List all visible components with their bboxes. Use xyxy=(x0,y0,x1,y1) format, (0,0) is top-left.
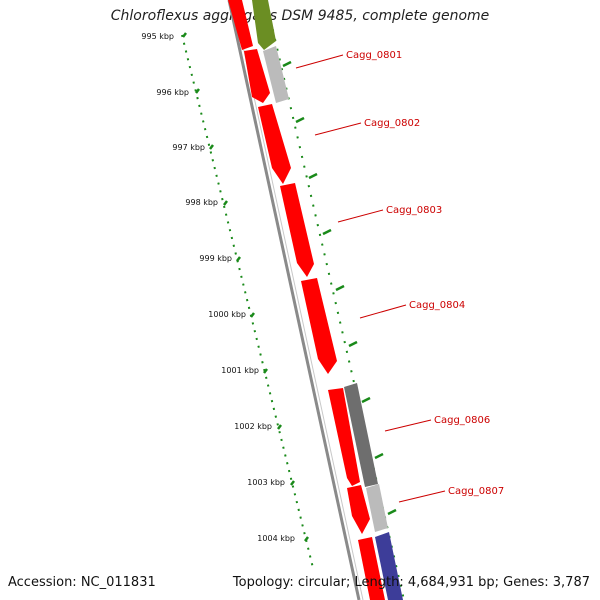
cds-feature[interactable] xyxy=(328,388,360,486)
cds-feature[interactable] xyxy=(301,278,337,374)
gene-label-cagg-0803[interactable]: Cagg_0803 xyxy=(386,205,442,216)
cds-feature[interactable] xyxy=(258,104,291,184)
ruler-label-996: 996 kbp xyxy=(156,88,189,97)
accession-label: Accession: NC_011831 xyxy=(8,575,156,590)
gene-labels: Cagg_0801 Cagg_0802 Cagg_0803 Cagg_0804 … xyxy=(346,50,504,497)
leader-lines xyxy=(295,54,446,503)
ruler-labels: 995 kbp 996 kbp 997 kbp 998 kbp 999 kbp … xyxy=(141,32,295,543)
backbone xyxy=(227,0,364,600)
gene-label-cagg-0807[interactable]: Cagg_0807 xyxy=(448,486,504,497)
gene-label-cagg-0801[interactable]: Cagg_0801 xyxy=(346,50,402,61)
map-title: Chloroflexus aggregans DSM 9485, complet… xyxy=(110,8,490,24)
gene-feature-dark[interactable] xyxy=(344,383,378,487)
ruler-label-997: 997 kbp xyxy=(172,143,205,152)
cds-feature[interactable] xyxy=(280,183,314,277)
gene-feature-olive[interactable] xyxy=(252,0,276,50)
cds-track xyxy=(228,0,385,600)
cds-feature[interactable] xyxy=(244,49,270,103)
gene-feature-gray[interactable] xyxy=(366,484,388,532)
ruler-track xyxy=(181,0,405,600)
ruler-label-1004: 1004 kbp xyxy=(257,534,295,543)
cds-feature[interactable] xyxy=(228,0,253,50)
gene-track xyxy=(252,0,403,600)
ruler-label-998: 998 kbp xyxy=(185,198,218,207)
ruler-ticks xyxy=(182,32,397,542)
cds-feature[interactable] xyxy=(347,485,370,534)
gene-feature-blue[interactable] xyxy=(375,532,403,600)
ruler-label-1003: 1003 kbp xyxy=(247,478,285,487)
gene-label-cagg-0806[interactable]: Cagg_0806 xyxy=(434,415,490,426)
gene-label-cagg-0804[interactable]: Cagg_0804 xyxy=(409,300,465,311)
ruler-label-1002: 1002 kbp xyxy=(234,422,272,431)
ruler-inner-dots xyxy=(181,34,314,569)
cds-feature[interactable] xyxy=(358,537,385,600)
ruler-label-999: 999 kbp xyxy=(199,254,232,263)
gene-feature-gray[interactable] xyxy=(263,46,289,103)
ruler-label-1001: 1001 kbp xyxy=(221,366,259,375)
gene-label-cagg-0802[interactable]: Cagg_0802 xyxy=(364,118,420,129)
ruler-label-995: 995 kbp xyxy=(141,32,174,41)
genome-summary: Topology: circular; Length: 4,684,931 bp… xyxy=(232,575,590,590)
ruler-label-1000: 1000 kbp xyxy=(208,310,246,319)
